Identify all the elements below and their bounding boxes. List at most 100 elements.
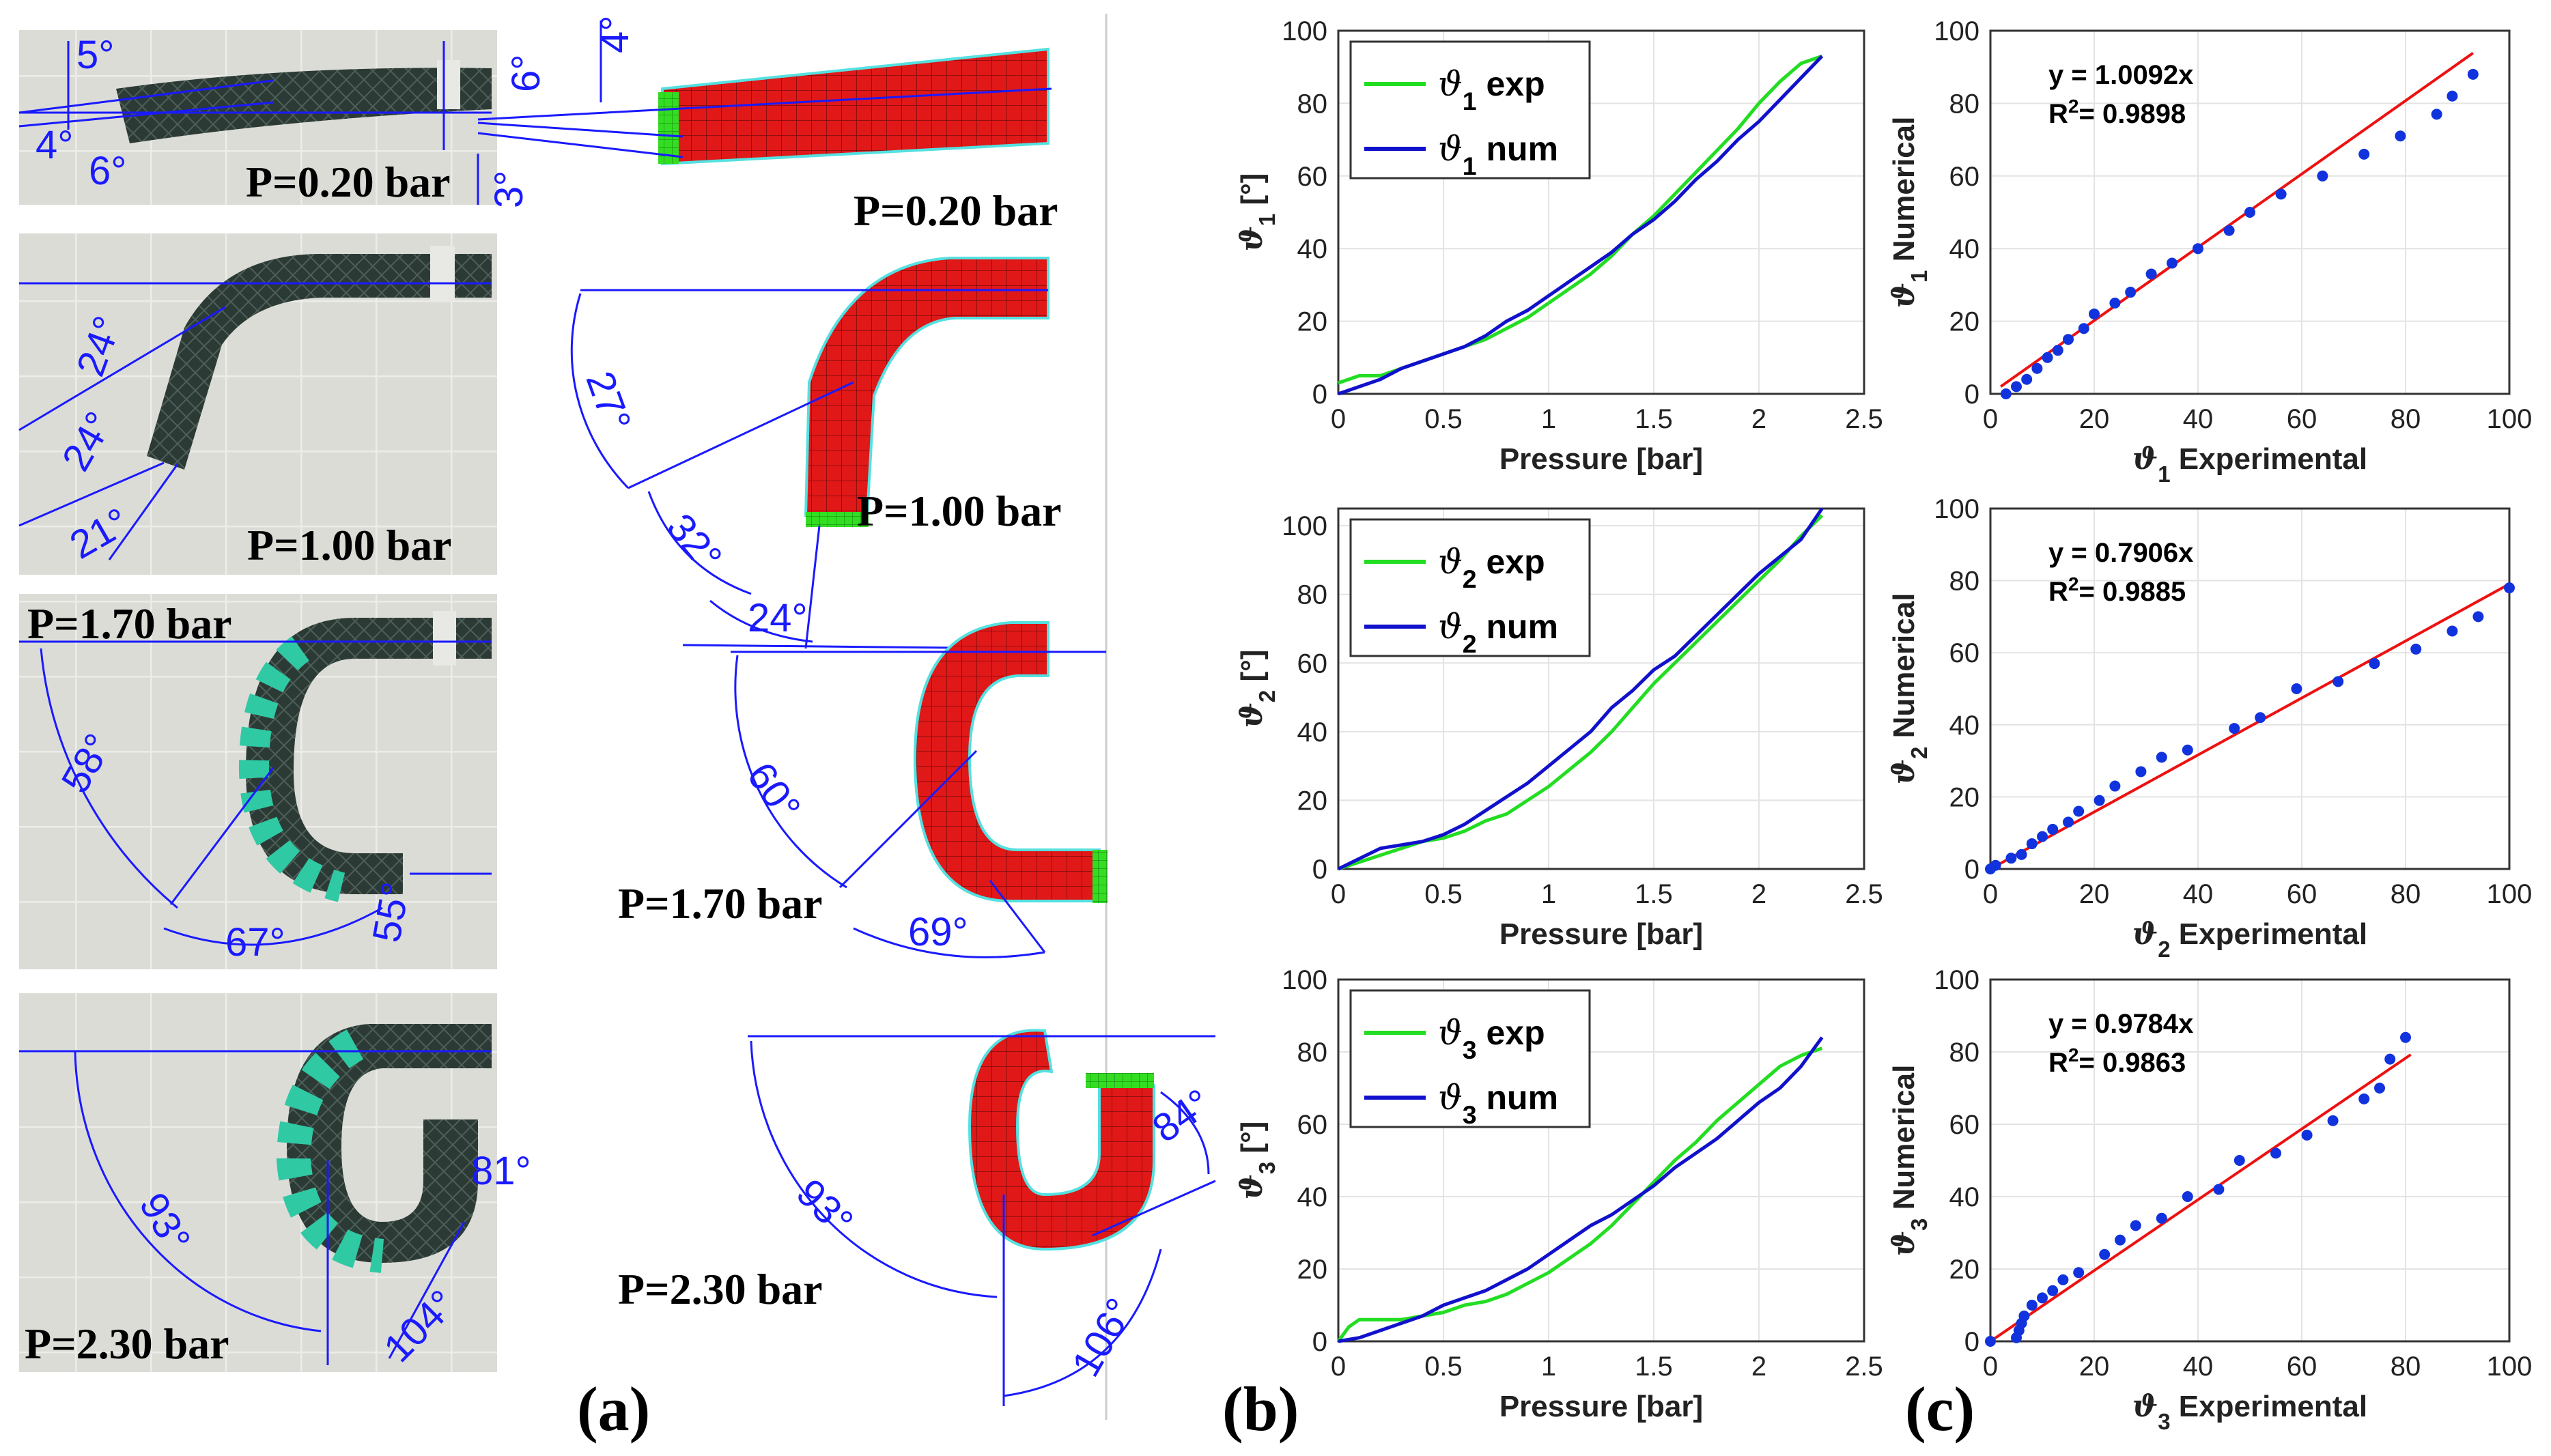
photo-4: 93° 81° 104° P=2.30 bar — [19, 993, 531, 1372]
simulation-3-mesh — [913, 621, 1101, 902]
x-tick-label: 1.5 — [1635, 1352, 1673, 1382]
x-tick-label: 2.5 — [1845, 404, 1883, 434]
photo-2: 24° 24° 21° P=1.00 bar — [18, 233, 497, 575]
data-point — [2115, 1234, 2126, 1246]
x-tick-label: 1 — [1541, 1352, 1556, 1382]
data-point — [2374, 1083, 2385, 1094]
y-axis-label: ϑ3 [°] — [1235, 1122, 1280, 1200]
legend-label-exp: ϑ1 exp — [1438, 64, 1545, 115]
photo-4-teal-ribs — [276, 1029, 384, 1273]
legend-label-num: ϑ1 num — [1438, 129, 1558, 180]
photo-3: P=1.70 bar 58° 67° 55° — [19, 594, 497, 969]
data-point — [2332, 676, 2344, 687]
y-tick-label: 60 — [1949, 1110, 1980, 1140]
x-tick-label: 100 — [2487, 404, 2533, 434]
x-tick-label: 0 — [1983, 879, 1998, 909]
photo-4-guides — [19, 1050, 492, 1365]
data-point — [2410, 643, 2422, 655]
x-tick-label: 40 — [2183, 404, 2214, 434]
simulation-4-angle-1: 93° — [788, 1171, 862, 1244]
photo-3-clip — [433, 611, 456, 666]
data-point — [2467, 68, 2479, 80]
y-tick-label: 40 — [1297, 717, 1328, 747]
data-point — [2026, 838, 2038, 850]
y-tick-label: 100 — [1282, 965, 1327, 995]
legend-label-exp: ϑ2 exp — [1438, 542, 1545, 593]
data-point — [2275, 188, 2287, 200]
legend-box — [1349, 40, 1591, 180]
x-tick-label: 2.5 — [1845, 879, 1883, 909]
y-tick-label: 0 — [1312, 855, 1327, 885]
x-tick-label: 20 — [2079, 1352, 2110, 1382]
x-tick-label: 1 — [1541, 879, 1556, 909]
data-point — [2244, 207, 2255, 218]
simulation-2-arc-2 — [647, 491, 752, 595]
legend-label-num: ϑ2 num — [1438, 607, 1558, 658]
y-tick-label: 20 — [1949, 782, 1980, 812]
data-point — [2395, 130, 2406, 142]
data-point — [2063, 334, 2074, 345]
data-point — [2089, 308, 2100, 319]
simulation-4-arc-3 — [1160, 1091, 1210, 1175]
data-point — [2099, 1248, 2111, 1260]
plot-frame — [1989, 29, 2511, 395]
chart-theta3-vs-pressure: 0 0.5 1 1.5 2 2.5 0 20 40 60 80 100 ϑ3 exp ϑ3 num Pres… — [1235, 965, 1883, 1423]
plot-frame — [1989, 978, 2511, 1343]
fit-equation: y = 1.0092x — [2048, 60, 2193, 90]
x-tick-label: 2 — [1751, 1352, 1766, 1382]
data-point — [2447, 625, 2458, 637]
x-tick-label: 40 — [2183, 1352, 2214, 1382]
data-point — [2037, 1292, 2048, 1304]
x-axis-label: ϑ3 Experimental — [2132, 1389, 2367, 1434]
legend-label-num: ϑ3 num — [1438, 1078, 1558, 1129]
simulation-1-pressure-label: P=0.20 bar — [854, 186, 1058, 235]
photo-2-actuator — [147, 254, 492, 470]
photo-3-arc-1 — [40, 648, 178, 909]
photo-3-pressure-label: P=1.70 bar — [27, 599, 232, 648]
legend-box — [1349, 989, 1591, 1128]
series-line-exp — [1336, 1046, 1823, 1343]
photo-2-pressure-label: P=1.00 bar — [247, 521, 452, 569]
data-point — [2327, 1115, 2339, 1126]
simulation-3-angle-2: 69° — [908, 910, 968, 954]
data-point — [2135, 766, 2147, 777]
chart-theta2-vs-pressure: 0 0.5 1 1.5 2 2.5 0 20 40 60 80 100 ϑ2 exp ϑ2 num Pres… — [1235, 507, 1883, 951]
photo-4-actuator — [287, 1024, 492, 1263]
simulation-4-angle-2: 106° — [1063, 1291, 1142, 1384]
simulation-2-pressure-label: P=1.00 bar — [857, 487, 1062, 535]
y-tick-label: 80 — [1297, 89, 1328, 119]
data-point — [1985, 1336, 1996, 1347]
data-point — [2447, 90, 2458, 102]
y-tick-label: 80 — [1297, 580, 1328, 610]
x-tick-label: 0 — [1331, 404, 1346, 434]
simulation-1-angle-1: 4° — [593, 16, 637, 53]
data-point — [2358, 1093, 2370, 1104]
simulation-1: 4° 6° 3° P=0.20 bar — [477, 16, 1058, 235]
data-point — [2052, 345, 2063, 356]
y-tick-label: 40 — [1949, 711, 1980, 741]
simulation-3: 60° 69° P=1.70 bar — [618, 621, 1108, 958]
x-tick-label: 0.5 — [1424, 1352, 1463, 1382]
simulation-1-angle-2: 6° — [504, 55, 548, 92]
data-point — [2037, 831, 2048, 842]
simulation-2-guides — [580, 289, 1048, 650]
simulation-2-mesh — [804, 257, 1049, 517]
data-point — [2078, 323, 2089, 334]
y-tick-label: 40 — [1297, 1182, 1328, 1212]
plot-frame — [1989, 507, 2511, 870]
series-line-num — [1338, 55, 1824, 396]
data-point — [2167, 257, 2177, 269]
data-point — [2109, 298, 2121, 309]
y-tick-label: 20 — [1949, 1255, 1980, 1285]
photo-2-clip — [430, 246, 455, 302]
data-point — [2016, 848, 2027, 860]
data-point — [2094, 795, 2105, 806]
chart-theta2-correlation: 0 20 40 60 80 100 0 20 40 60 80 100 y = 0.7906x R2= 0… — [1887, 494, 2532, 962]
y-tick-label: 60 — [1297, 1110, 1328, 1140]
photo-1-clip — [437, 60, 460, 109]
series-line-num — [1337, 507, 1824, 871]
y-tick-label: 40 — [1949, 234, 1980, 264]
x-tick-label: 0 — [1331, 879, 1346, 909]
data-point — [2317, 170, 2328, 182]
